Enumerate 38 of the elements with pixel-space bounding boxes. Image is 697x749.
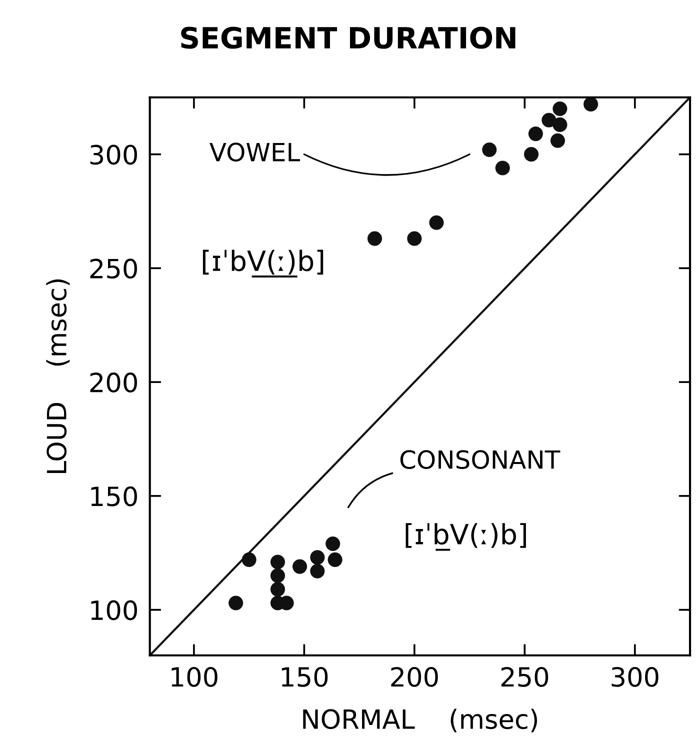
point <box>270 582 286 597</box>
point <box>429 215 444 230</box>
chart-title: SEGMENT DURATION <box>181 26 516 49</box>
point <box>270 554 286 570</box>
point <box>482 142 497 158</box>
x-tick-label: 100 <box>172 666 218 687</box>
point <box>550 133 566 148</box>
point <box>367 231 382 246</box>
x-tick-label: 250 <box>501 666 548 687</box>
point <box>292 559 308 574</box>
x-axis-title: NORMAL (msec) <box>303 708 538 732</box>
point <box>328 552 342 567</box>
x-tick-label: 150 <box>282 666 328 687</box>
annotation: VOWEL <box>210 142 300 162</box>
point <box>270 568 286 583</box>
annotation: [ɪˈb̲V(ː)b] <box>406 523 526 551</box>
x-tick-label: 300 <box>612 666 658 687</box>
y-tick-label: 100 <box>91 600 137 620</box>
y-tick-label: 200 <box>90 372 137 392</box>
point <box>228 596 244 610</box>
y-tick-label: 150 <box>91 486 137 506</box>
y-tick-label: 300 <box>90 144 137 165</box>
point <box>326 536 340 552</box>
point <box>524 147 539 162</box>
point <box>407 231 422 246</box>
annotation: CONSONANT <box>400 450 560 470</box>
x-tick-label: 200 <box>391 666 438 687</box>
y-axis-title: LOUD (msec) <box>46 279 70 474</box>
annotation: [ɪˈbV̲(̲ː̲)̲b] <box>202 250 324 278</box>
point <box>552 101 568 116</box>
point <box>310 550 325 565</box>
point <box>552 117 568 132</box>
point <box>584 97 598 112</box>
y-tick-label: 250 <box>90 258 137 279</box>
point <box>528 126 543 142</box>
point <box>310 564 325 578</box>
point <box>495 160 510 176</box>
point <box>242 552 256 567</box>
